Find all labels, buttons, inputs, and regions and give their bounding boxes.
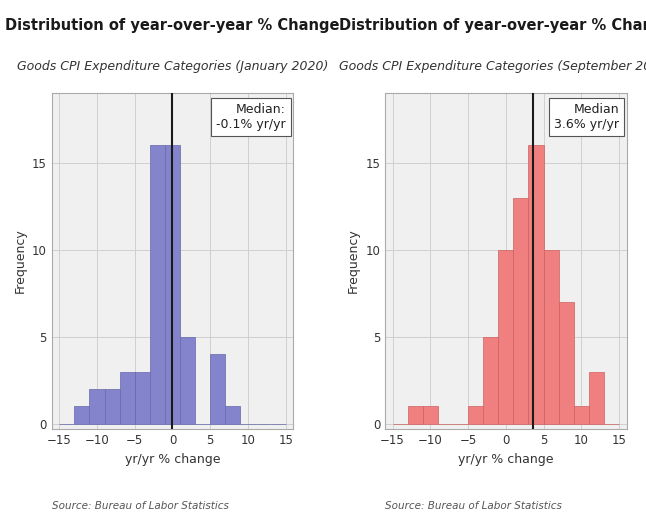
Bar xyxy=(422,406,438,424)
Bar xyxy=(559,302,574,424)
Text: Goods CPI Expenditure Categories (September 2021): Goods CPI Expenditure Categories (Septem… xyxy=(339,60,646,73)
Bar xyxy=(498,250,514,424)
Bar xyxy=(150,145,165,424)
Bar xyxy=(120,372,135,424)
Bar xyxy=(408,406,422,424)
Bar xyxy=(74,406,89,424)
Text: Source: Bureau of Labor Statistics: Source: Bureau of Labor Statistics xyxy=(52,501,229,511)
Y-axis label: Frequency: Frequency xyxy=(14,229,26,294)
X-axis label: yr/yr % change: yr/yr % change xyxy=(458,452,554,465)
Bar xyxy=(165,145,180,424)
Bar xyxy=(574,406,589,424)
Bar xyxy=(514,197,528,424)
Bar xyxy=(528,145,543,424)
Bar xyxy=(468,406,483,424)
Bar xyxy=(89,389,105,424)
Bar xyxy=(180,337,195,424)
Bar xyxy=(105,389,120,424)
Bar xyxy=(135,372,150,424)
Bar xyxy=(483,337,498,424)
Text: Median:
-0.1% yr/yr: Median: -0.1% yr/yr xyxy=(216,103,286,131)
Bar xyxy=(210,354,225,424)
Text: Distribution of year-over-year % Change: Distribution of year-over-year % Change xyxy=(5,18,340,33)
Text: Median
3.6% yr/yr: Median 3.6% yr/yr xyxy=(554,103,620,131)
Text: Goods CPI Expenditure Categories (January 2020): Goods CPI Expenditure Categories (Januar… xyxy=(17,60,328,73)
X-axis label: yr/yr % change: yr/yr % change xyxy=(125,452,220,465)
Bar xyxy=(225,406,240,424)
Text: Distribution of year-over-year % Change: Distribution of year-over-year % Change xyxy=(339,18,646,33)
Bar xyxy=(543,250,559,424)
Text: Source: Bureau of Labor Statistics: Source: Bureau of Labor Statistics xyxy=(385,501,562,511)
Bar xyxy=(589,372,604,424)
Y-axis label: Frequency: Frequency xyxy=(347,229,360,294)
